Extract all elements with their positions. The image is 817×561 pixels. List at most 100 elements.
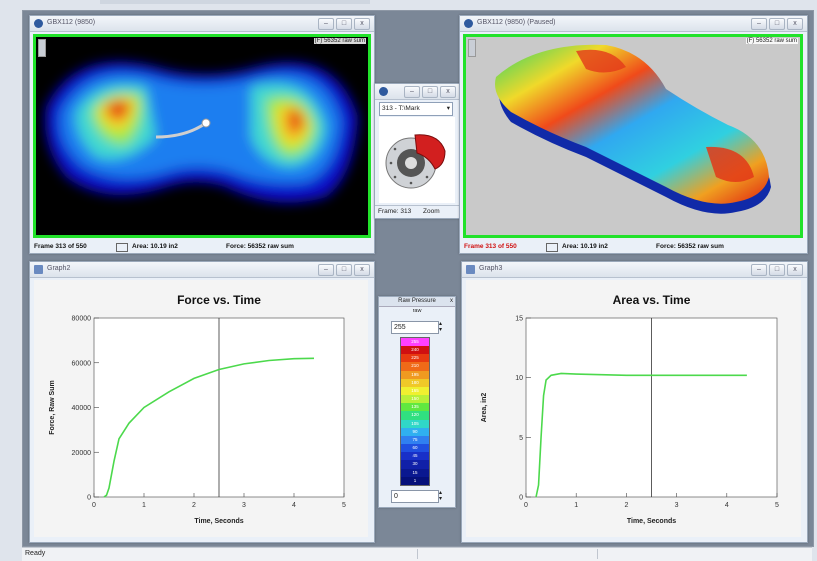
pressure-2d-view[interactable]: (F) 56352 raw sum	[33, 34, 371, 238]
graph-icon	[466, 265, 475, 274]
status-text: Ready	[25, 550, 46, 557]
recording-select-value: 313 - T:\Mark	[382, 105, 420, 112]
pressure-3d-window[interactable]: GBX112 (9850) (Paused) – □ x (F) 56352 raw…	[459, 15, 808, 254]
max-value-input[interactable]: 255	[391, 321, 439, 334]
min-spinner[interactable]: ▴ ▾	[439, 490, 443, 502]
pressure-2d-window[interactable]: GBX112 (9850) – □ x	[29, 15, 375, 254]
scale-cell: 255	[401, 338, 429, 347]
y-tick-label: 0	[87, 495, 91, 502]
scale-title-bar[interactable]: Raw Pressure x	[379, 297, 455, 307]
scale-cell: 75	[401, 435, 429, 445]
y-tick-label: 10	[515, 375, 523, 382]
graph-icon	[34, 265, 43, 274]
x-axis-label: Time, Seconds	[627, 518, 676, 525]
main-workspace: GBX112 (9850) – □ x	[22, 10, 814, 547]
window-title: Graph2	[47, 265, 71, 272]
scale-cell: 210	[401, 362, 429, 371]
y-tick-label: 80000	[72, 316, 92, 323]
area-graph-area[interactable]: Area vs. Time 0 1 2 3 4 5 0 5 10 15 Time, Seconds Ar…	[466, 280, 801, 537]
chevron-down-icon[interactable]: ▾	[446, 105, 450, 112]
area-graph-window[interactable]: Graph3 – □ x Area vs. Time 0 1 2 3 4 5 0 5 10 15 Time…	[461, 261, 808, 543]
force-graph-window[interactable]: Graph2 – □ x Force vs. Time 0 1 2 3 4 5 0 20000 400…	[29, 261, 375, 543]
y-tick-label: 0	[519, 495, 523, 502]
window-title: GBX112 (9850)	[47, 19, 96, 26]
area-readout: Area: 10.19 in2	[562, 243, 608, 250]
x-axis-label: Time, Seconds	[194, 518, 243, 525]
recording-select[interactable]: 313 - T:\Mark ▾	[379, 102, 453, 116]
title-bar[interactable]: Graph3 – □ x	[462, 262, 807, 278]
scale-cell: 240	[401, 346, 429, 355]
scale-cell: 30	[401, 460, 429, 469]
x-tick-label: 0	[92, 502, 96, 509]
x-tick-label: 0	[524, 502, 528, 509]
frame-icon	[116, 243, 128, 252]
frame-icon	[546, 243, 558, 252]
pressure-scale-window[interactable]: Raw Pressure x raw 255 ▴ ▾ 255 240 225 210 19…	[378, 296, 456, 508]
window-controls: – □ x	[751, 264, 803, 276]
series-line	[103, 357, 315, 498]
window-controls: – □ x	[751, 18, 803, 30]
force-readout: Force: 56352 raw sum	[226, 243, 294, 250]
scale-cell: 105	[401, 419, 429, 428]
window-controls: – □ x	[318, 18, 370, 30]
y-tick-label: 15	[515, 316, 523, 323]
maximize-button[interactable]: □	[769, 18, 785, 30]
pressure-3d-view[interactable]: (F) 56352 raw sum	[463, 34, 803, 238]
status-bar: Frame 313 of 550 Area: 10.19 in2 Force: …	[460, 241, 807, 253]
scroll-handle[interactable]	[38, 39, 46, 57]
title-bar[interactable]: GBX112 (9850) (Paused) – □ x	[460, 16, 807, 32]
scale-cell: 60	[401, 444, 429, 453]
maximize-button[interactable]: □	[422, 86, 438, 98]
window-controls: – □ x	[404, 86, 456, 98]
app-status-bar: Ready	[22, 547, 812, 561]
minimize-button[interactable]: –	[404, 86, 420, 98]
x-tick-label: 3	[242, 502, 246, 509]
series-line	[535, 372, 747, 498]
tekscan-icon	[34, 19, 43, 28]
scale-cell: 90	[401, 427, 429, 436]
brake-disc-icon	[385, 134, 446, 189]
force-readout: Force: 56352 raw sum	[656, 243, 724, 250]
close-button[interactable]: x	[354, 18, 370, 30]
title-bar[interactable]: – □ x	[375, 84, 459, 100]
maximize-button[interactable]: □	[769, 264, 785, 276]
y-tick-label: 20000	[72, 450, 92, 457]
window-title: GBX112 (9850) (Paused)	[477, 19, 556, 26]
close-button[interactable]: x	[787, 18, 803, 30]
frame-counter: Frame 313 of 550	[464, 243, 517, 250]
thumb-frame: Frame: 313	[378, 208, 412, 215]
max-spinner[interactable]: ▴ ▾	[439, 321, 443, 333]
minimize-button[interactable]: –	[318, 18, 334, 30]
close-button[interactable]: x	[787, 264, 803, 276]
close-button[interactable]: x	[354, 264, 370, 276]
area-vs-time-chart: Area vs. Time 0 1 2 3 4 5 0 5 10 15 Time, Seconds Ar…	[466, 280, 801, 537]
maximize-button[interactable]: □	[336, 18, 352, 30]
minimize-button[interactable]: –	[751, 264, 767, 276]
title-bar[interactable]: Graph2 – □ x	[30, 262, 374, 278]
pressure-3d-surface	[495, 44, 771, 214]
close-button[interactable]: x	[440, 86, 456, 98]
camera-icon	[379, 87, 388, 96]
scale-cell: 15	[401, 468, 429, 477]
scroll-handle[interactable]	[468, 39, 476, 57]
minimize-button[interactable]: –	[751, 18, 767, 30]
scale-cell: 180	[401, 378, 429, 387]
thumbnail-status: Frame: 313 Zoom	[375, 205, 459, 218]
raw-sum-label: (F) 56352 raw sum	[313, 38, 366, 44]
minimize-button[interactable]: –	[318, 264, 334, 276]
scale-cell: 120	[401, 411, 429, 420]
pressure-heatmap	[45, 62, 359, 203]
maximize-button[interactable]: □	[336, 264, 352, 276]
force-graph-area[interactable]: Force vs. Time 0 1 2 3 4 5 0 20000 40000 60000 8000…	[34, 280, 368, 537]
window-title: Graph3	[479, 265, 503, 272]
thumbnail-window[interactable]: – □ x 313 - T:\Mark ▾ Frame: 313 Zoom	[374, 83, 460, 219]
raw-sum-label: (F) 56352 raw sum	[745, 38, 798, 44]
title-bar[interactable]: GBX112 (9850) – □ x	[30, 16, 374, 32]
force-vs-time-chart: Force vs. Time 0 1 2 3 4 5 0 20000 40000 60000 8000…	[34, 280, 368, 537]
scale-cell: 195	[401, 370, 429, 379]
zoom-button[interactable]: Zoom	[423, 208, 440, 215]
area-readout: Area: 10.19 in2	[132, 243, 178, 250]
min-value-input[interactable]: 0	[391, 490, 439, 503]
close-icon[interactable]: x	[450, 298, 453, 304]
scale-cell: 150	[401, 395, 429, 404]
